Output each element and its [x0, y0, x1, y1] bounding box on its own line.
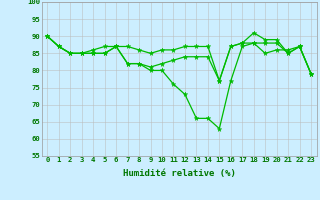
X-axis label: Humidité relative (%): Humidité relative (%): [123, 169, 236, 178]
